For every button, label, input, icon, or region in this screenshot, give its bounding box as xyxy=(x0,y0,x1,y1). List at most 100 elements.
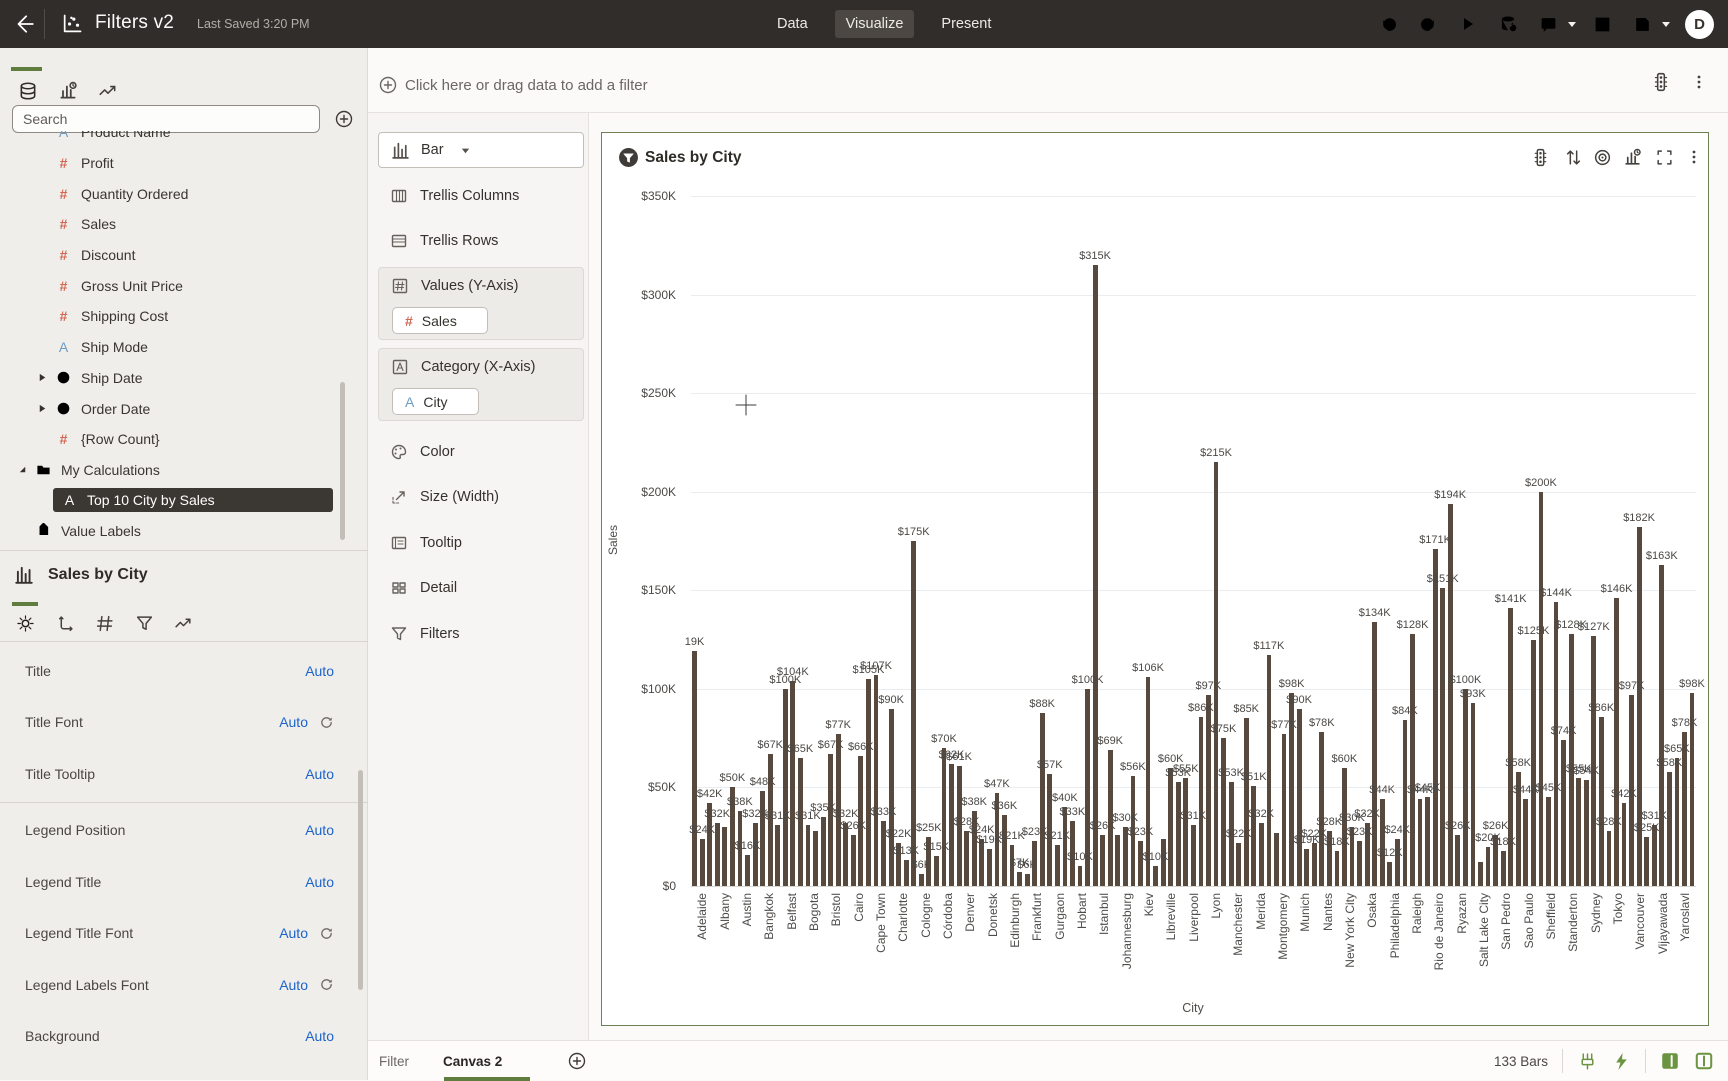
bar[interactable] xyxy=(1644,836,1650,886)
bar[interactable] xyxy=(1130,775,1136,886)
bar[interactable] xyxy=(737,811,743,886)
bar[interactable] xyxy=(1546,797,1551,886)
bar[interactable] xyxy=(1168,767,1174,886)
undo-icon[interactable] xyxy=(1373,9,1403,39)
property-value-link[interactable]: Auto xyxy=(305,873,334,890)
bar[interactable] xyxy=(1289,692,1295,886)
bar[interactable] xyxy=(1198,716,1204,886)
bar[interactable] xyxy=(1667,771,1672,886)
bar[interactable] xyxy=(1092,265,1098,886)
bar[interactable] xyxy=(1334,850,1340,886)
filters-slot[interactable]: Filters xyxy=(378,617,584,651)
bar[interactable] xyxy=(1508,608,1514,886)
bar[interactable] xyxy=(1478,862,1483,886)
bar[interactable] xyxy=(1122,826,1128,886)
city-pill[interactable]: A City xyxy=(392,388,479,415)
size-slot[interactable]: Size (Width) xyxy=(378,480,584,514)
data-tab-icon[interactable] xyxy=(17,80,39,102)
bar[interactable] xyxy=(1017,872,1022,886)
redo-icon[interactable] xyxy=(1413,9,1443,39)
bar[interactable] xyxy=(1568,633,1574,886)
bar[interactable] xyxy=(1047,773,1053,886)
bar[interactable] xyxy=(918,874,924,886)
general-settings-icon[interactable] xyxy=(16,614,35,633)
bar[interactable] xyxy=(1440,588,1446,886)
target-icon[interactable] xyxy=(1592,147,1612,167)
bar[interactable] xyxy=(1651,824,1657,886)
layout-filled-icon[interactable] xyxy=(1660,1051,1680,1071)
back-icon[interactable] xyxy=(10,11,38,37)
bar[interactable] xyxy=(903,860,909,886)
bar[interactable] xyxy=(1319,732,1325,886)
field-item-gross-unit-price[interactable]: # Gross Unit Price xyxy=(0,270,352,301)
bar[interactable] xyxy=(1432,548,1438,886)
bar[interactable] xyxy=(1032,840,1038,886)
filter-settings-icon[interactable] xyxy=(135,614,154,633)
bar[interactable] xyxy=(699,838,705,886)
analytics-tab-icon[interactable] xyxy=(97,80,119,102)
bar[interactable] xyxy=(835,734,841,886)
tab-data[interactable]: Data xyxy=(777,16,808,32)
bar[interactable] xyxy=(1621,803,1627,886)
bar[interactable] xyxy=(1296,708,1302,886)
bar[interactable] xyxy=(1183,777,1189,886)
field-item--row-count-[interactable]: # {Row Count} xyxy=(0,424,352,455)
bar[interactable] xyxy=(1213,462,1219,886)
refresh-data-icon[interactable] xyxy=(1493,9,1523,39)
reset-icon[interactable] xyxy=(318,977,334,993)
bar[interactable] xyxy=(1175,781,1181,886)
property-value-link[interactable]: Auto xyxy=(279,925,308,942)
bar[interactable] xyxy=(1221,738,1226,886)
bar[interactable] xyxy=(1523,799,1529,886)
field-item-top-10-city-by-sales[interactable]: A Top 10 City by Sales xyxy=(53,488,333,513)
bar[interactable] xyxy=(858,755,864,886)
bar[interactable] xyxy=(1674,757,1680,886)
bar[interactable] xyxy=(1281,734,1287,886)
bar[interactable] xyxy=(941,748,947,886)
bar[interactable] xyxy=(1054,844,1060,886)
visualization-sales-by-city[interactable]: Sales by City $0 $50K $100K $150K $200K $250K… xyxy=(601,132,1709,1026)
bar[interactable] xyxy=(1266,655,1272,886)
trellis-rows-slot[interactable]: Trellis Rows xyxy=(378,224,584,258)
bar[interactable] xyxy=(1251,785,1257,886)
bar[interactable] xyxy=(926,836,932,886)
field-item-ship-mode[interactable]: A Ship Mode xyxy=(0,332,352,363)
chart-clock-icon[interactable] xyxy=(1622,147,1642,167)
bar[interactable] xyxy=(767,753,773,886)
bar[interactable] xyxy=(790,681,796,886)
property-value-link[interactable]: Auto xyxy=(305,1028,334,1045)
filter-badge-icon[interactable] xyxy=(618,147,639,168)
bar[interactable] xyxy=(1372,621,1378,886)
bar[interactable] xyxy=(1160,838,1166,886)
bar[interactable] xyxy=(850,834,856,886)
bar[interactable] xyxy=(1349,826,1355,886)
field-item-profit[interactable]: # Profit xyxy=(0,148,352,179)
bar[interactable] xyxy=(994,793,1000,886)
bar[interactable] xyxy=(798,757,803,886)
bar[interactable] xyxy=(805,824,811,886)
tab-canvas-2[interactable]: Canvas 2 xyxy=(443,1053,503,1069)
bar[interactable] xyxy=(964,830,970,886)
add-canvas-icon[interactable] xyxy=(568,1052,586,1070)
bar[interactable] xyxy=(1447,503,1453,886)
bar[interactable] xyxy=(1190,824,1196,886)
bar[interactable] xyxy=(820,817,826,886)
props-scrollbar[interactable] xyxy=(358,770,363,990)
bar[interactable] xyxy=(1153,866,1158,886)
bar[interactable] xyxy=(1629,694,1635,886)
reset-icon[interactable] xyxy=(318,925,334,941)
bar[interactable] xyxy=(1410,633,1415,886)
field-item-value-labels[interactable]: Value Labels xyxy=(0,516,352,545)
expand-triangle-icon[interactable] xyxy=(36,372,48,384)
bar[interactable] xyxy=(1515,771,1521,886)
bar[interactable] xyxy=(1463,688,1468,886)
property-value-link[interactable]: Auto xyxy=(279,976,308,993)
bar[interactable] xyxy=(1553,602,1559,886)
bar[interactable] xyxy=(1591,635,1597,886)
field-item-order-date[interactable]: Order Date xyxy=(0,393,352,424)
bar[interactable] xyxy=(752,822,758,886)
bar[interactable] xyxy=(1304,848,1310,886)
bar[interactable] xyxy=(760,791,766,886)
field-list-scrollbar[interactable] xyxy=(340,382,345,540)
field-item-my-calculations[interactable]: My Calculations xyxy=(0,455,352,486)
